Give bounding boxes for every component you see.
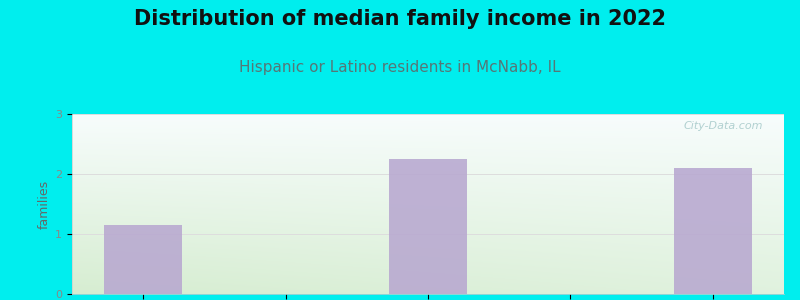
Y-axis label: families: families	[38, 179, 51, 229]
Bar	[674, 168, 752, 294]
Text: Distribution of median family income in 2022: Distribution of median family income in …	[134, 9, 666, 29]
Text: Hispanic or Latino residents in McNabb, IL: Hispanic or Latino residents in McNabb, …	[239, 60, 561, 75]
Bar	[104, 225, 182, 294]
Text: City-Data.com: City-Data.com	[683, 121, 762, 131]
Bar	[389, 159, 467, 294]
